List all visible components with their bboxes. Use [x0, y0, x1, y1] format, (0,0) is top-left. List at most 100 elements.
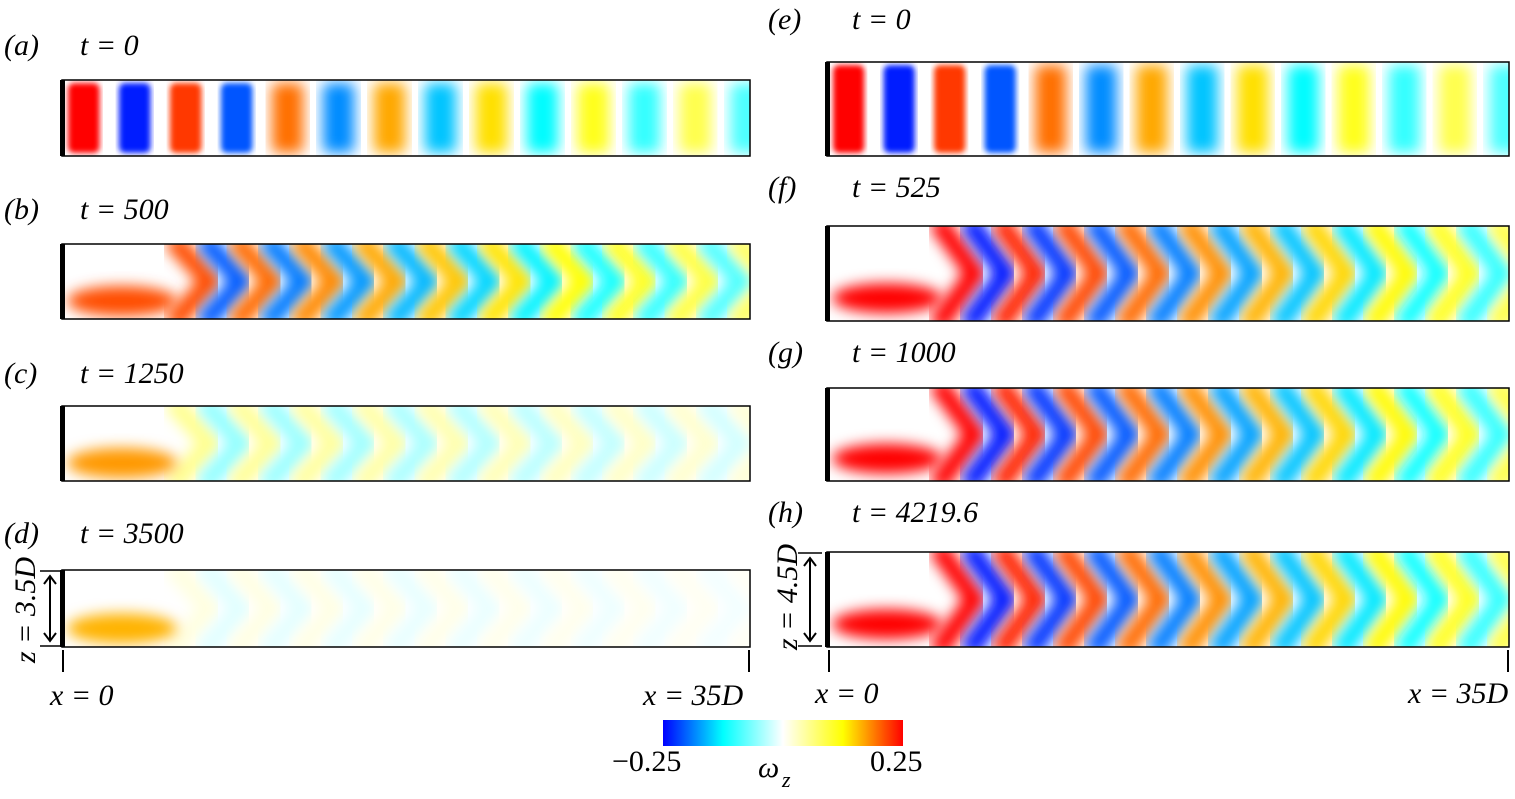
panel-time: t = 0	[852, 3, 911, 36]
stripe	[1237, 65, 1269, 153]
vortex	[1083, 226, 1143, 321]
stripe	[1035, 65, 1067, 153]
panels: (a) t = 0 (b) t = 500 (c) t = 1250 (d) t = 3500…	[4, 3, 1510, 648]
vortex	[1456, 388, 1509, 481]
panel-label: (d)	[4, 517, 39, 550]
vortex	[1208, 388, 1267, 481]
panel-label: (e)	[768, 3, 801, 36]
stripe	[1186, 65, 1218, 153]
vortex	[1269, 552, 1329, 647]
vortex	[445, 406, 505, 481]
vortex	[1238, 552, 1298, 647]
field	[827, 62, 1509, 156]
vortex	[1207, 552, 1267, 647]
vortex	[928, 552, 988, 647]
x-start: x = 0	[814, 677, 879, 710]
vortex	[445, 570, 505, 647]
z-extent: z = 4.5D	[771, 544, 804, 651]
vortex	[414, 244, 474, 319]
vortex	[1238, 226, 1298, 321]
vortex	[1363, 388, 1422, 481]
vortex	[195, 406, 255, 481]
vortex	[1146, 388, 1205, 481]
vortex	[1177, 388, 1236, 481]
vortex	[445, 244, 505, 319]
arrow	[803, 556, 817, 643]
vortex	[1455, 552, 1509, 647]
vortex	[766, 401, 804, 486]
vortex	[352, 244, 412, 319]
vortex	[508, 570, 568, 647]
vortex	[1021, 552, 1081, 647]
vortex-blob	[67, 286, 177, 316]
vortex	[1176, 552, 1236, 647]
cylinder-wall	[825, 62, 830, 156]
vortex	[1331, 226, 1391, 321]
vortex	[1052, 552, 1112, 647]
vortex	[1331, 552, 1391, 647]
vortex	[1145, 552, 1205, 647]
x-end: x = 35D	[642, 679, 744, 712]
vortex	[539, 244, 599, 319]
vortex	[258, 570, 318, 647]
cylinder-wall	[60, 406, 65, 481]
vortex	[1393, 552, 1453, 647]
vortex	[1486, 552, 1509, 647]
vortex	[1084, 388, 1143, 481]
panel-time: t = 1000	[852, 336, 956, 369]
stripe	[730, 83, 750, 153]
stripe	[271, 83, 304, 153]
vortex	[289, 570, 349, 647]
vortex	[1332, 388, 1391, 481]
vortex	[1269, 226, 1329, 321]
stripe	[373, 83, 406, 153]
vortex	[696, 406, 750, 481]
vortex-blob	[832, 283, 942, 314]
panel-label: (h)	[768, 496, 803, 529]
panel-time: t = 525	[852, 171, 941, 204]
vortex	[727, 244, 750, 319]
vortex	[1207, 226, 1267, 321]
vortex	[959, 552, 1019, 647]
vortex	[258, 244, 318, 319]
vortex	[766, 239, 804, 324]
vortex	[1300, 552, 1360, 647]
vortex	[164, 244, 224, 319]
vortex-blob	[67, 448, 177, 478]
vortex	[633, 244, 693, 319]
vortex	[571, 244, 630, 319]
vortex	[571, 570, 630, 647]
vortex	[477, 406, 537, 481]
field	[62, 570, 750, 647]
x-start: x = 0	[49, 679, 114, 712]
vortex	[727, 570, 750, 647]
stripe	[424, 83, 457, 153]
colorbar	[663, 720, 903, 746]
vortex	[508, 244, 568, 319]
vortex	[633, 406, 693, 481]
stripe	[679, 83, 712, 153]
vortex	[383, 244, 443, 319]
vortex	[1052, 226, 1112, 321]
vortex	[1487, 388, 1509, 481]
stripe	[934, 65, 966, 153]
vortex	[414, 570, 474, 647]
vortex	[258, 406, 318, 481]
stripe	[1136, 65, 1168, 153]
vortex	[383, 406, 443, 481]
vortex	[990, 552, 1050, 647]
panel-time: t = 3500	[80, 517, 184, 550]
stripe	[220, 83, 253, 153]
stripe	[883, 65, 915, 153]
stripe	[1287, 65, 1319, 153]
colorbar-min: −0.25	[612, 745, 681, 778]
vortex	[1424, 226, 1484, 321]
vortex	[696, 570, 750, 647]
vortex	[1393, 226, 1453, 321]
arrow	[43, 574, 57, 643]
vortex	[1114, 552, 1174, 647]
stripe	[1388, 65, 1421, 153]
vortex	[539, 406, 599, 481]
vortex	[664, 570, 724, 647]
